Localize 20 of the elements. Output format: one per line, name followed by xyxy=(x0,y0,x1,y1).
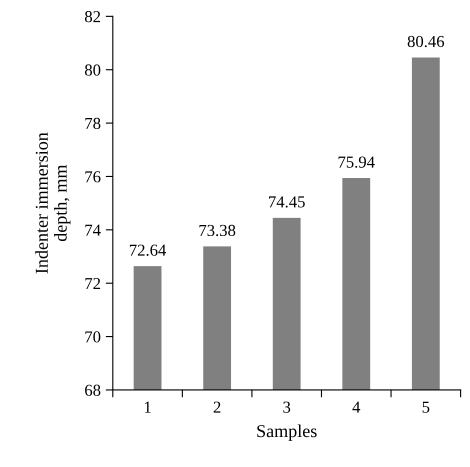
x-tick-label: 5 xyxy=(422,402,430,413)
y-tick-label: 74 xyxy=(85,224,101,236)
data-label: 74.45 xyxy=(269,196,305,208)
x-tick-label: 2 xyxy=(214,402,220,413)
x-tick-label: 3 xyxy=(283,402,290,413)
y-tick-label: 68 xyxy=(85,384,100,396)
y-tick-label: 78 xyxy=(85,118,100,130)
y-tick-label: 72 xyxy=(85,278,100,289)
x-tick-label: 4 xyxy=(352,402,360,413)
data-label: 80.46 xyxy=(408,36,444,48)
y-tick-label: 76 xyxy=(85,171,100,182)
y-tick-label: 70 xyxy=(85,331,100,343)
x-axis-title: Samples xyxy=(257,424,317,441)
data-label: 75.94 xyxy=(338,156,375,168)
y-tick-label: 80 xyxy=(84,64,100,76)
data-label: 73.38 xyxy=(199,224,236,236)
data-label: 72.64 xyxy=(130,244,166,256)
y-tick-label: 82 xyxy=(84,11,100,22)
x-tick-label: 1 xyxy=(144,402,151,413)
y-axis-title: Indenter immersion depth, mm xyxy=(35,132,70,274)
